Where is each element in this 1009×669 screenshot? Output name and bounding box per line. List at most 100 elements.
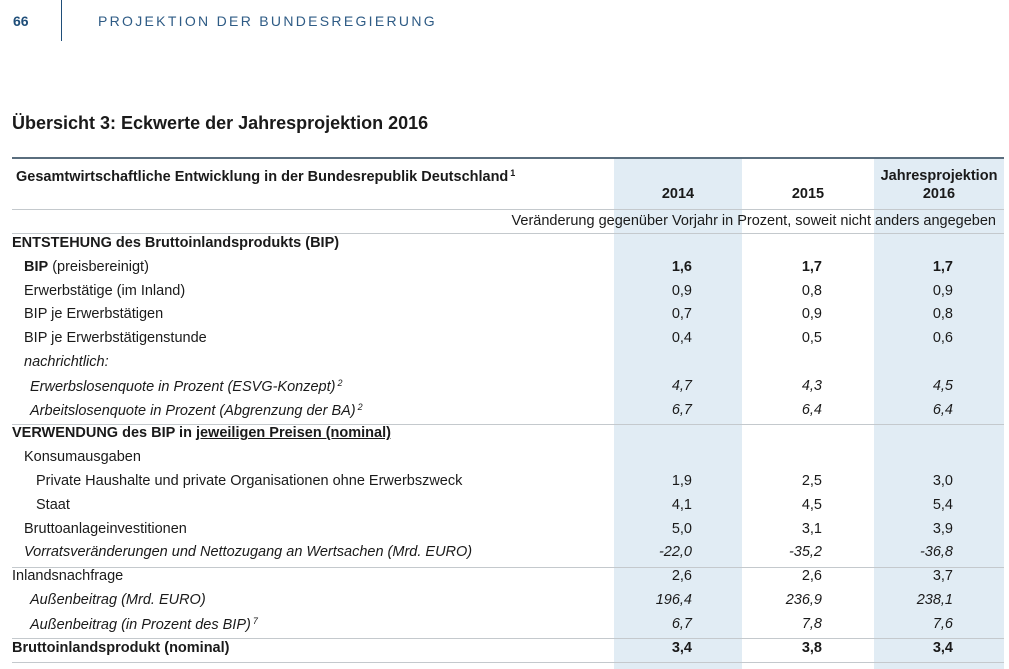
value-cell: 6,4 (932, 401, 953, 418)
label-text: Private Haushalte und private Organisati… (36, 473, 463, 489)
value-cell: 238,1 (916, 592, 953, 608)
column-header: 2016 (922, 186, 956, 202)
value-cell: 0,4 (671, 330, 692, 347)
value-cell: 7,8 (801, 615, 822, 632)
value-cell: -22,0 (658, 544, 692, 561)
value-cell: 3,4 (932, 639, 953, 656)
value-cell: 6,7 (671, 401, 692, 418)
label-text: Erwerbstätige (im Inland) (24, 282, 186, 299)
value-cell: 1,7 (932, 258, 953, 275)
rule (12, 638, 1004, 639)
value-cell: 2,5 (801, 473, 822, 489)
row-label: BIP (preisbereinigt) (24, 259, 149, 275)
value-cell: 2,6 (671, 568, 692, 585)
row-label: nachrichtlich: (24, 354, 109, 370)
row-label: Arbeitslosenquote in Prozent (Abgrenzung… (30, 402, 363, 419)
label-text: nachrichtlich: (24, 354, 109, 370)
value-cell: 0,9 (671, 282, 692, 299)
row-label: Inlandsnachfrage (12, 568, 123, 584)
row-label: Erwerbstätige (im Inland) (24, 283, 185, 299)
value-cell: 6,4 (801, 401, 822, 418)
label-text: jeweiligen Preisen (nominal) (195, 425, 391, 442)
running-title: PROJEKTION DER BUNDESREGIERUNG (98, 13, 437, 29)
value-cell: 0,7 (671, 306, 692, 323)
label-text: Erwerbslosenquote in Prozent (ESVG-Konze… (30, 378, 336, 395)
label-text: Staat (36, 496, 70, 513)
footnote-mark: 7 (252, 615, 258, 626)
footnote-mark: 2 (357, 401, 363, 412)
row-label: Bruttoinlandsprodukt (nominal) (12, 640, 229, 656)
row-label: VERWENDUNG des BIP in jeweiligen Preisen… (12, 425, 391, 441)
label-text: VERWENDUNG des BIP in (12, 425, 196, 442)
label-text: Vorratsveränderungen und Nettozugang an … (24, 544, 473, 561)
label-text: (preisbereinigt) (48, 258, 149, 275)
value-cell: 4,1 (671, 496, 692, 513)
value-cell: 4,5 (932, 377, 953, 394)
value-cell: 3,1 (801, 520, 822, 537)
value-cell: 1,7 (801, 258, 822, 275)
row-label: Vorratsveränderungen und Nettozugang an … (24, 544, 472, 560)
row-label: Erwerbslosenquote in Prozent (ESVG-Konze… (30, 378, 342, 395)
rule (12, 567, 1004, 568)
value-cell: 3,8 (801, 639, 822, 656)
label-text: Arbeitslosenquote in Prozent (Abgrenzung… (30, 402, 356, 419)
value-cell: 0,9 (932, 282, 953, 299)
rule (12, 662, 1004, 663)
footnote-mark: 1 (510, 168, 516, 178)
table-caption: Gesamtwirtschaftliche Entwicklung in der… (16, 168, 515, 185)
unit-note: Veränderung gegenüber Vorjahr in Prozent… (511, 213, 996, 229)
value-cell: 3,0 (932, 473, 953, 489)
label-text: BIP je Erwerbstätigenstunde (24, 330, 207, 347)
value-cell: 6,7 (671, 615, 692, 632)
value-cell: 1,9 (671, 473, 692, 489)
value-cell: 2,6 (801, 568, 822, 585)
label-text: Konsumausgaben (24, 449, 141, 466)
value-cell: 0,8 (801, 282, 822, 299)
label-text: BIP je Erwerbstätigen (24, 306, 164, 323)
row-label: ENTSTEHUNG des Bruttoinlandsprodukts (BI… (12, 235, 339, 251)
value-cell: 3,7 (932, 568, 953, 585)
title: Übersicht 3: Eckwerte der Jahresprojekti… (12, 113, 429, 133)
row-label: BIP je Erwerbstätigenstunde (24, 330, 207, 346)
label-text: Bruttoanlageinvestitionen (24, 520, 187, 537)
label-text: ENTSTEHUNG des Bruttoinlandsprodukts (BI… (12, 235, 340, 251)
footnote-mark: 2 (337, 377, 343, 388)
row-label: BIP je Erwerbstätigen (24, 306, 163, 322)
rule (12, 233, 1004, 234)
column-header: 2014 (661, 186, 695, 202)
row-label: Außenbeitrag (Mrd. EURO) (30, 592, 206, 608)
label-text: Außenbeitrag (Mrd. EURO) (30, 592, 206, 608)
value-cell: 0,9 (801, 306, 822, 323)
value-cell: 0,5 (801, 330, 822, 347)
rule (12, 424, 1004, 425)
divider (61, 0, 62, 41)
value-cell: -36,8 (919, 544, 953, 561)
caption-text: Gesamtwirtschaftliche Entwicklung in der… (16, 169, 509, 185)
value-cell: -35,2 (788, 544, 822, 561)
value-cell: 4,5 (801, 496, 822, 513)
page-number: 66 (13, 13, 29, 29)
value-cell: 5,4 (932, 496, 953, 513)
row-label: Außenbeitrag (in Prozent des BIP) 7 (30, 616, 258, 633)
column-shade (614, 157, 742, 669)
column-shade (874, 157, 1004, 669)
value-cell: 7,6 (932, 615, 953, 632)
column-header: 2015 (791, 186, 825, 202)
label-text: Bruttoinlandsprodukt (nominal) (12, 639, 230, 656)
row-label: Konsumausgaben (24, 449, 141, 465)
row-label: Bruttoanlageinvestitionen (24, 521, 187, 537)
value-cell: 236,9 (785, 592, 822, 608)
value-cell: 4,7 (671, 377, 692, 394)
row-label: Staat (36, 497, 70, 513)
value-cell: 0,6 (932, 330, 953, 347)
row-label: Private Haushalte und private Organisati… (36, 473, 462, 489)
value-cell: 1,6 (671, 258, 692, 275)
label-text: Außenbeitrag (in Prozent des BIP) (30, 616, 251, 633)
value-cell: 5,0 (671, 520, 692, 537)
value-cell: 3,4 (671, 639, 692, 656)
value-cell: 196,4 (655, 592, 692, 608)
value-cell: 3,9 (932, 520, 953, 537)
value-cell: 0,8 (932, 306, 953, 323)
table-top-rule (12, 157, 1004, 159)
